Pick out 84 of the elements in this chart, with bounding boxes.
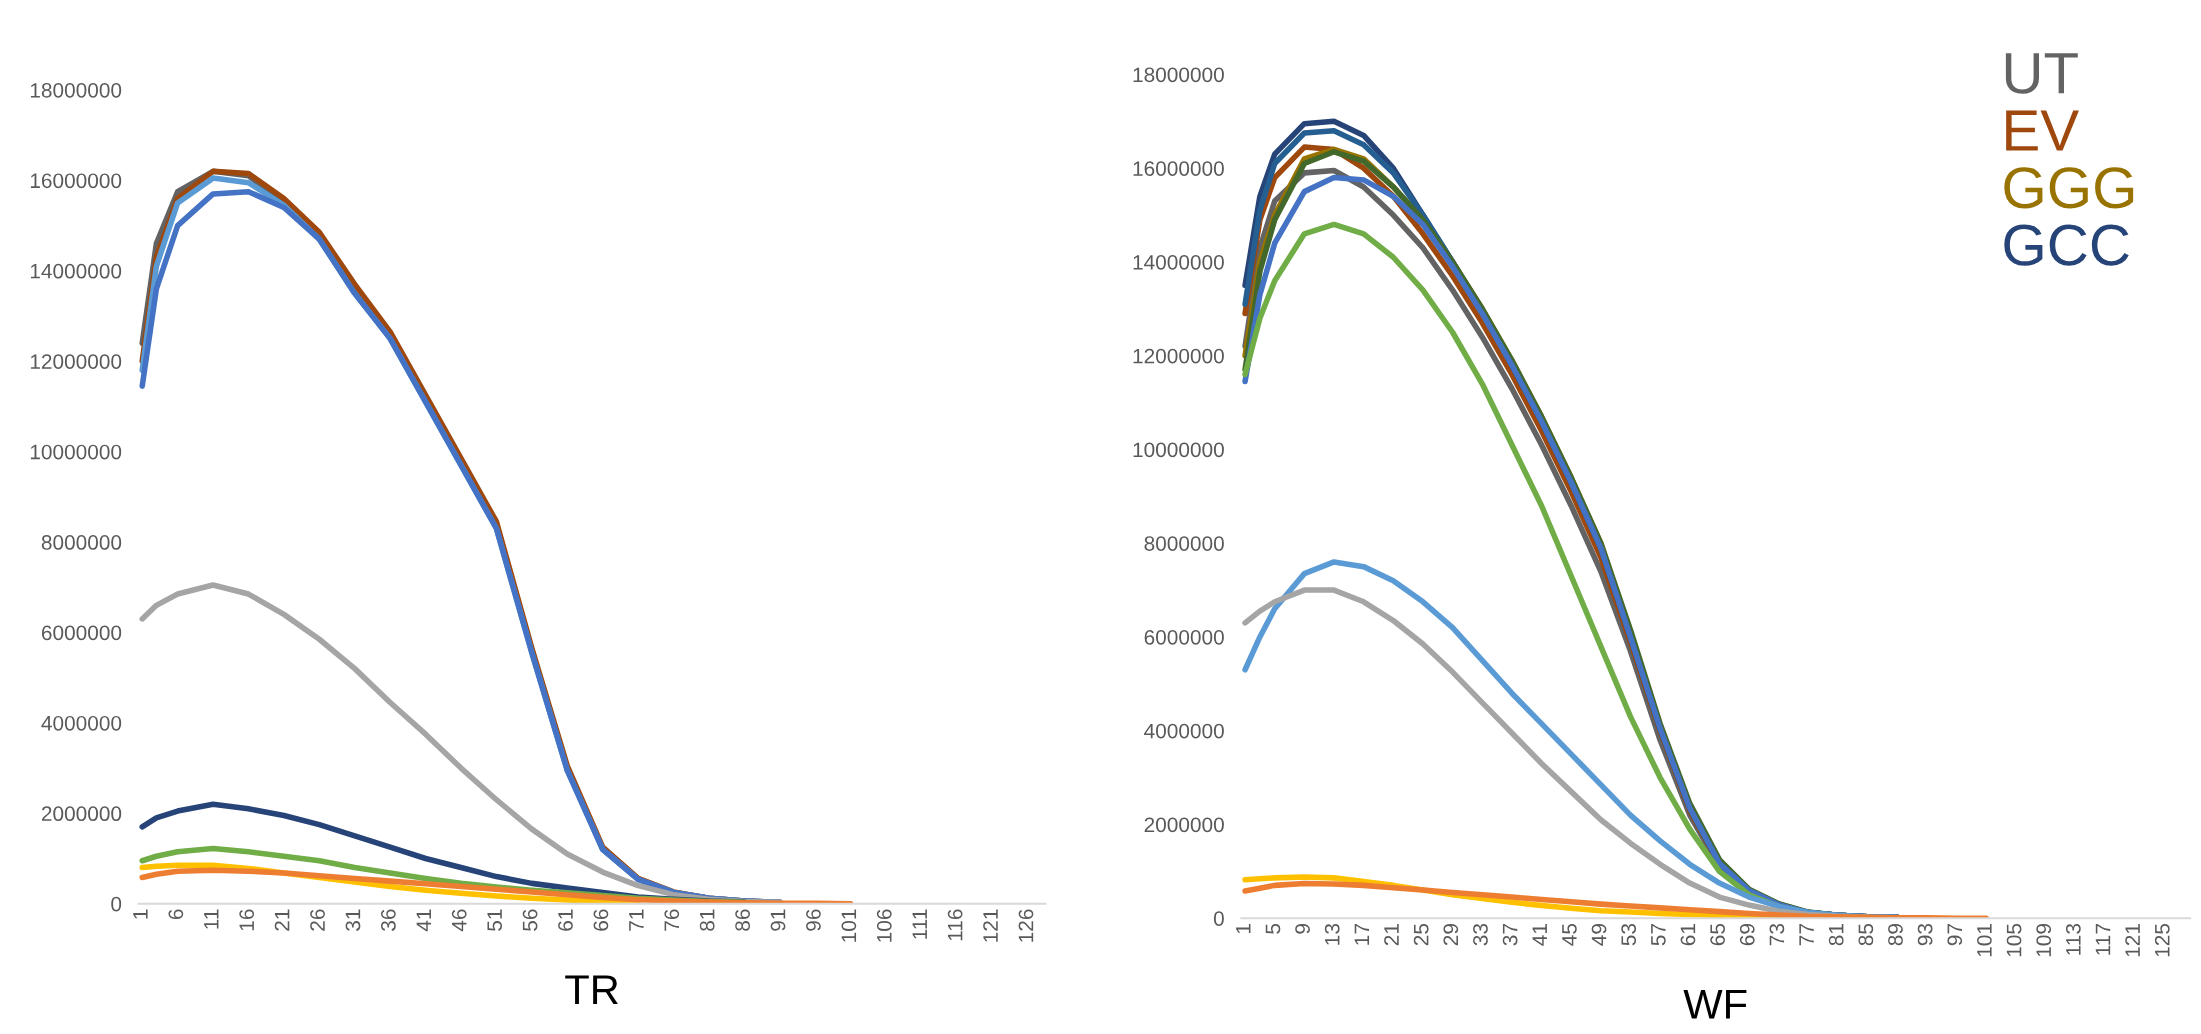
y-tick-label: 2000000 xyxy=(1144,817,1224,833)
y-tick-label: 2000000 xyxy=(41,806,122,822)
x-tick-label: 46 xyxy=(451,909,467,932)
y-tick-label: 10000000 xyxy=(1133,442,1224,458)
x-tick-label: 61 xyxy=(558,909,573,931)
x-tick-label: 89 xyxy=(1888,924,1903,946)
x-tick-label: 57 xyxy=(1651,924,1666,946)
x-tick-label: 76 xyxy=(664,909,680,931)
y-tick-label: 4000000 xyxy=(1144,723,1224,739)
x-tick-label: 121 xyxy=(2125,924,2140,957)
x-tick-label: 91 xyxy=(770,909,786,931)
x-tick-label: 33 xyxy=(1473,923,1488,946)
x-tick-label: 21 xyxy=(1384,924,1399,946)
x-tick-label: 21 xyxy=(274,909,290,931)
x-tick-label: 101 xyxy=(1977,924,1992,957)
x-tick-label: 109 xyxy=(2036,924,2052,957)
x-tick-label: 116 xyxy=(947,909,963,941)
x-tick-label: 121 xyxy=(983,909,998,942)
y-tick-label: 12000000 xyxy=(30,354,122,369)
y-tick-label: 18000000 xyxy=(1133,67,1224,83)
x-tick-label: 41 xyxy=(1532,924,1547,946)
x-tick-label: 29 xyxy=(1443,924,1459,946)
x-tick-label: 85 xyxy=(1858,923,1874,946)
x-tick-label: 49 xyxy=(1591,924,1607,946)
y-tick-label: 8000000 xyxy=(41,535,122,550)
y-tick-label: 0 xyxy=(1213,911,1224,926)
x-tick-label: 101 xyxy=(841,909,857,942)
x-tick-label: 96 xyxy=(806,909,821,931)
x-tick-label: 97 xyxy=(1947,924,1963,946)
text: GGG xyxy=(2004,167,2134,209)
x-tick-label: 56 xyxy=(522,909,538,931)
y-tick-label: 4000000 xyxy=(41,715,122,731)
x-tick-label: 69 xyxy=(1739,924,1755,946)
x-tick-label: 86 xyxy=(735,909,750,931)
x-tick-label: 16 xyxy=(239,909,255,931)
x-tick-label: 77 xyxy=(1799,924,1814,946)
x-tick-label: 106 xyxy=(876,909,892,942)
x-tick-label: 113 xyxy=(2065,923,2081,955)
x-tick-label: 6 xyxy=(168,909,184,920)
x-tick-label: 26 xyxy=(310,909,325,931)
y-tick-label: 0 xyxy=(111,896,122,912)
x-tick-label: 65 xyxy=(1710,923,1725,946)
x-tick-label: 93 xyxy=(1917,923,1933,946)
x-tick-label: 45 xyxy=(1562,923,1577,946)
x-tick-label: 1 xyxy=(133,909,148,919)
x-tick-label: 13 xyxy=(1324,923,1340,945)
x-tick-label: 53 xyxy=(1621,923,1637,946)
x-tick-label: 17 xyxy=(1354,924,1370,945)
x-tick-label: 31 xyxy=(345,909,361,931)
x-tick-label: 25 xyxy=(1413,923,1429,946)
x-tick-label: 125 xyxy=(2154,923,2170,957)
x-tick-label: 11 xyxy=(204,909,219,929)
text: EV xyxy=(2006,110,2079,151)
y-tick-label: 6000000 xyxy=(41,625,122,641)
x-tick-label: 37 xyxy=(1502,924,1518,946)
y-tick-label: 14000000 xyxy=(30,263,122,279)
y-tick-label: 14000000 xyxy=(1133,254,1224,270)
y-tick-label: 6000000 xyxy=(1144,629,1224,645)
x-tick-label: 41 xyxy=(416,909,431,932)
x-tick-label: 51 xyxy=(487,909,503,931)
text: GCC xyxy=(2004,224,2129,266)
x-tick-label: 117 xyxy=(2095,924,2111,955)
y-tick-label: 12000000 xyxy=(1133,348,1224,364)
y-tick-label: 8000000 xyxy=(1144,536,1224,551)
y-tick-label: 16000000 xyxy=(1133,161,1224,176)
x-tick-label: 5 xyxy=(1265,923,1281,934)
x-tick-label: 73 xyxy=(1769,923,1785,946)
x-tick-label: 36 xyxy=(381,909,396,931)
x-tick-label: 81 xyxy=(699,909,715,931)
y-tick-label: 16000000 xyxy=(30,173,122,189)
x-tick-label: 71 xyxy=(629,909,644,931)
x-axis-title: TR xyxy=(565,975,618,1005)
y-tick-label: 18000000 xyxy=(30,82,122,98)
x-tick-label: 126 xyxy=(1018,909,1034,942)
text: UT xyxy=(2005,53,2078,94)
x-tick-label: 105 xyxy=(2006,923,2022,957)
x-tick-label: 66 xyxy=(593,909,609,931)
x-tick-label: 9 xyxy=(1295,924,1310,934)
x-tick-label: 61 xyxy=(1680,924,1696,946)
x-tick-label: 1 xyxy=(1236,924,1251,934)
y-tick-label: 10000000 xyxy=(30,444,122,460)
x-tick-label: 111 xyxy=(912,909,927,939)
x-tick-label: 81 xyxy=(1828,924,1844,946)
x-axis-title: WF xyxy=(1683,989,1747,1019)
